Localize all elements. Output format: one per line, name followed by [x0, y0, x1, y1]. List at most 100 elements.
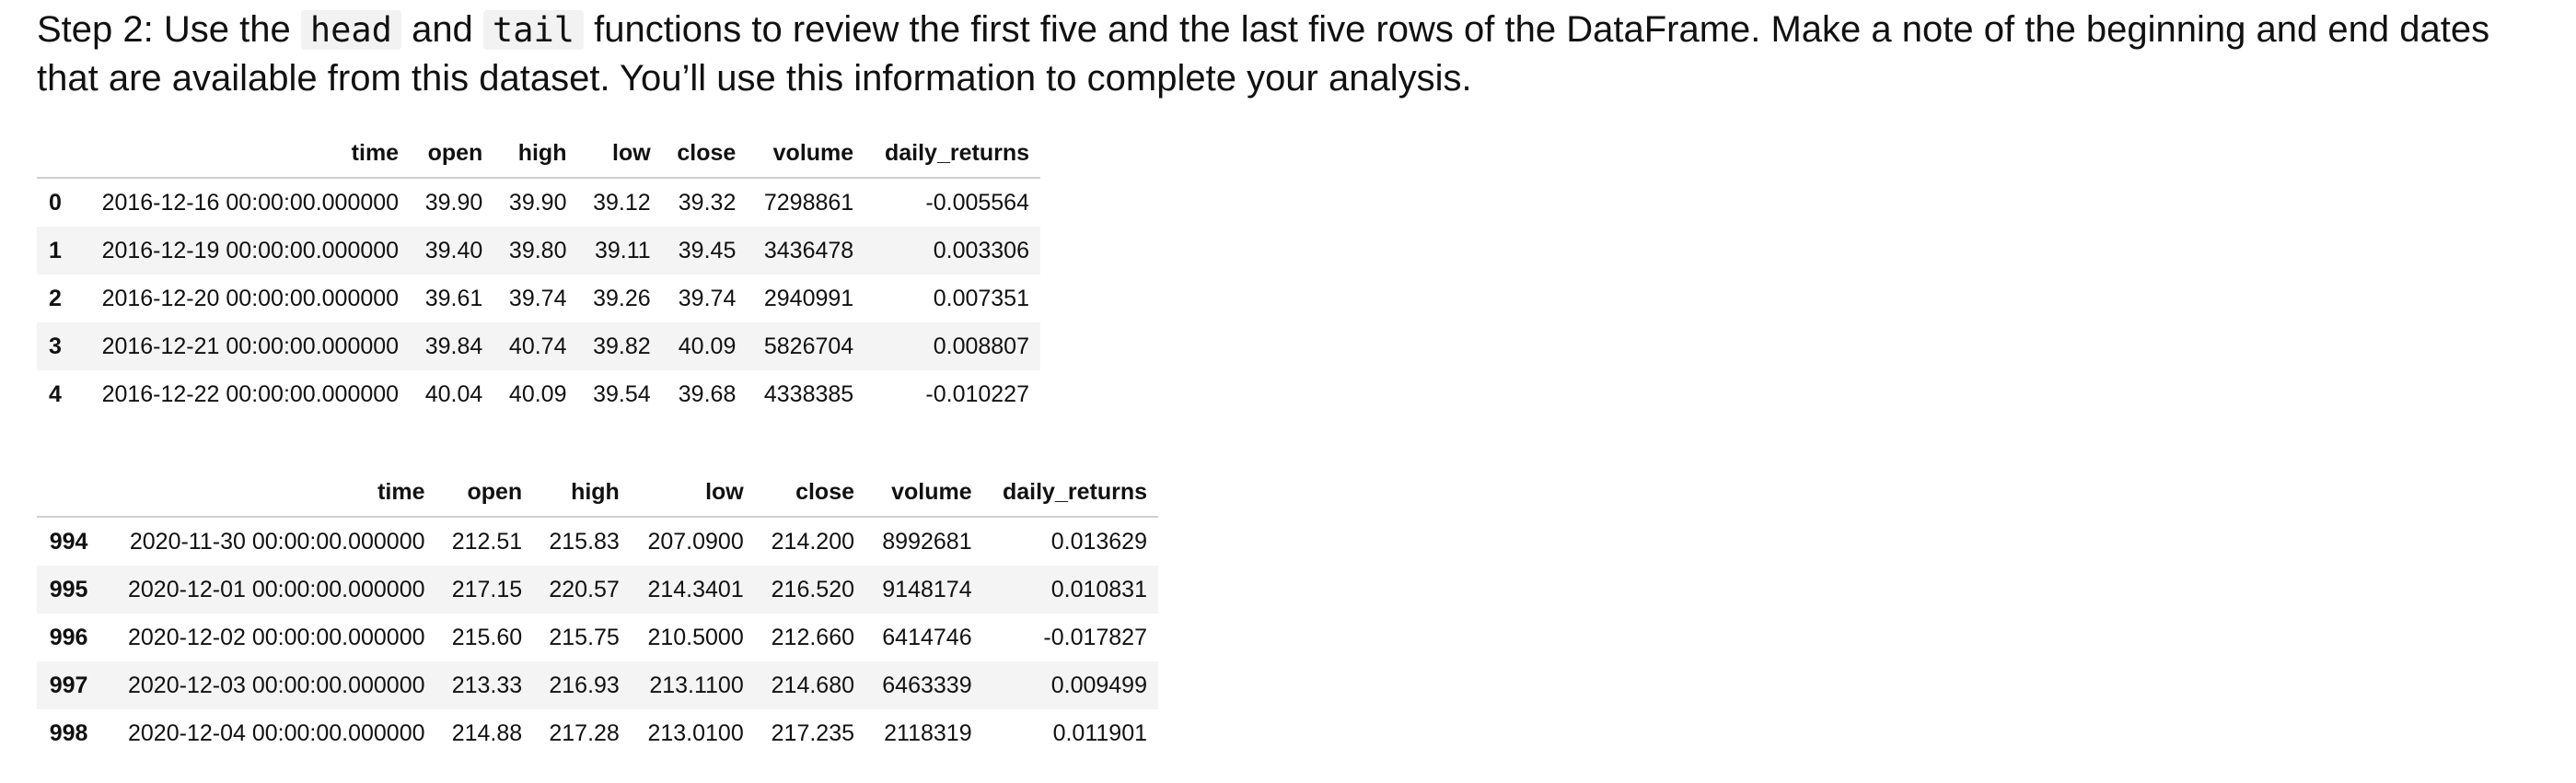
table-row: 994 2020-11-30 00:00:00.000000 212.51 215.8… — [37, 517, 1158, 566]
table-cell: 0.009499 — [1050, 672, 1147, 698]
table-cell: 39.54 — [593, 380, 651, 407]
head-code: head — [300, 10, 401, 50]
table-cell: 8992681 — [882, 528, 972, 555]
table-cell: 39.80 — [508, 237, 567, 263]
table-row: 1 2016-12-19 00:00:00.000000 39.40 39.80 39.… — [37, 227, 1040, 275]
table-cell: 213.0100 — [647, 719, 744, 746]
tail-code: tail — [482, 10, 585, 50]
table-cell: 0.003306 — [933, 237, 1029, 263]
table-cell: 2016-12-22 00:00:00.000000 — [101, 380, 400, 407]
column-header: daily_returns — [982, 468, 1158, 518]
table-cell: 39.74 — [678, 285, 737, 311]
column-header: close — [661, 129, 748, 179]
table-cell: 214.3401 — [647, 576, 744, 602]
column-header: open — [410, 129, 494, 179]
column-header: time — [100, 468, 436, 518]
table-cell: 213.33 — [451, 672, 523, 698]
table-cell: 220.57 — [549, 576, 620, 602]
table-cell: 39.45 — [678, 237, 737, 263]
table-cell: 39.61 — [424, 285, 483, 311]
table-cell: 39.40 — [424, 237, 483, 263]
table-cell: 207.0900 — [647, 528, 744, 555]
table-cell: 39.32 — [678, 189, 737, 216]
table-cell: 2940991 — [763, 285, 854, 311]
table-cell: 214.88 — [451, 719, 523, 746]
table-row: 4 2016-12-22 00:00:00.000000 40.04 40.09 39.… — [37, 370, 1040, 418]
instruction-part-3: functions to review the first five and t… — [37, 9, 2490, 99]
table-cell: 216.520 — [771, 576, 855, 602]
table-cell: 2020-12-03 00:00:00.000000 — [128, 672, 425, 698]
table-row: 0 2016-12-16 00:00:00.000000 39.90 39.90 39.… — [37, 178, 1040, 227]
row-index: 994 — [49, 528, 88, 555]
table-cell: 39.82 — [593, 333, 651, 359]
table-cell: 39.74 — [508, 285, 567, 311]
header-row: time open high low close volume daily_re… — [37, 129, 1040, 179]
table-cell: -0.010227 — [925, 380, 1029, 407]
table-cell: 7298861 — [763, 189, 854, 216]
table-cell: 210.5000 — [647, 624, 744, 650]
table-cell: 213.1100 — [649, 672, 744, 698]
table-cell: 39.26 — [593, 285, 651, 311]
column-header: volume — [747, 129, 865, 179]
header-row: time open high low close volume daily_re… — [37, 468, 1158, 518]
table-cell: 40.04 — [424, 380, 483, 407]
instruction-text: Step 2: Use the head and tail functions … — [37, 6, 2559, 102]
table-cell: 214.680 — [771, 672, 855, 698]
table-cell: -0.005564 — [925, 189, 1029, 216]
table-cell: 0.010831 — [1050, 576, 1147, 602]
table-row: 3 2016-12-21 00:00:00.000000 39.84 40.74 39.… — [37, 322, 1040, 370]
table-cell: 216.93 — [549, 672, 620, 698]
table-row: 997 2020-12-03 00:00:00.000000 213.33 216.9… — [37, 661, 1158, 709]
table-cell: 6463339 — [882, 672, 972, 698]
table-cell: 40.09 — [508, 380, 567, 407]
column-header: open — [435, 468, 534, 518]
table-cell: 215.83 — [549, 528, 620, 555]
table-cell: 2020-12-04 00:00:00.000000 — [128, 719, 425, 746]
table-cell: 0.011901 — [1052, 719, 1147, 746]
table-cell: 215.75 — [549, 624, 620, 650]
column-header: low — [577, 129, 662, 179]
table-cell: 39.68 — [678, 380, 737, 407]
row-index: 1 — [49, 237, 62, 263]
column-header: high — [493, 129, 578, 179]
table-cell: 2020-12-01 00:00:00.000000 — [128, 576, 425, 602]
head-table-body: 0 2016-12-16 00:00:00.000000 39.90 39.90 39.… — [37, 178, 1040, 418]
tail-dataframe-table: time open high low close volume daily_re… — [37, 468, 1158, 757]
row-index: 998 — [49, 719, 88, 746]
table-cell: 2020-12-02 00:00:00.000000 — [128, 624, 425, 650]
table-row: 995 2020-12-01 00:00:00.000000 217.15 220.5… — [37, 566, 1158, 614]
table-cell: 217.235 — [771, 719, 855, 746]
table-cell: 2118319 — [884, 719, 972, 746]
column-header: volume — [865, 468, 983, 518]
row-index: 4 — [49, 380, 62, 407]
table-cell: 0.007351 — [933, 285, 1029, 311]
index-header — [37, 129, 74, 179]
table-cell: 39.11 — [594, 237, 651, 263]
table-cell: 217.15 — [451, 576, 523, 602]
table-cell: 39.90 — [508, 189, 567, 216]
row-index: 3 — [49, 333, 62, 359]
table-cell: 5826704 — [763, 333, 854, 359]
table-cell: 0.013629 — [1050, 528, 1147, 555]
table-row: 998 2020-12-04 00:00:00.000000 214.88 217.2… — [37, 709, 1158, 757]
table-cell: 4338385 — [763, 380, 854, 407]
table-cell: 40.09 — [678, 333, 737, 359]
table-cell: 0.008807 — [933, 333, 1029, 359]
table-cell: 212.51 — [451, 528, 523, 555]
head-dataframe-table: time open high low close volume daily_re… — [37, 129, 1040, 418]
instruction-part-1: Step 2: Use the — [37, 9, 301, 50]
table-cell: 2016-12-16 00:00:00.000000 — [101, 189, 400, 216]
table-cell: -0.017827 — [1043, 624, 1147, 650]
row-index: 2 — [49, 285, 62, 311]
table-cell: 6414746 — [882, 624, 972, 650]
table-cell: 2016-12-19 00:00:00.000000 — [101, 237, 400, 263]
column-header: close — [754, 468, 866, 518]
table-cell: 39.12 — [593, 189, 651, 216]
table-cell: 2020-11-30 00:00:00.000000 — [129, 528, 425, 555]
table-row: 2 2016-12-20 00:00:00.000000 39.61 39.74 39.… — [37, 275, 1040, 322]
tail-table-body: 994 2020-11-30 00:00:00.000000 212.51 215.8… — [37, 517, 1158, 757]
column-header: daily_returns — [864, 129, 1040, 179]
table-cell: 212.660 — [771, 624, 855, 650]
table-row: 996 2020-12-02 00:00:00.000000 215.60 215.7… — [37, 614, 1158, 661]
